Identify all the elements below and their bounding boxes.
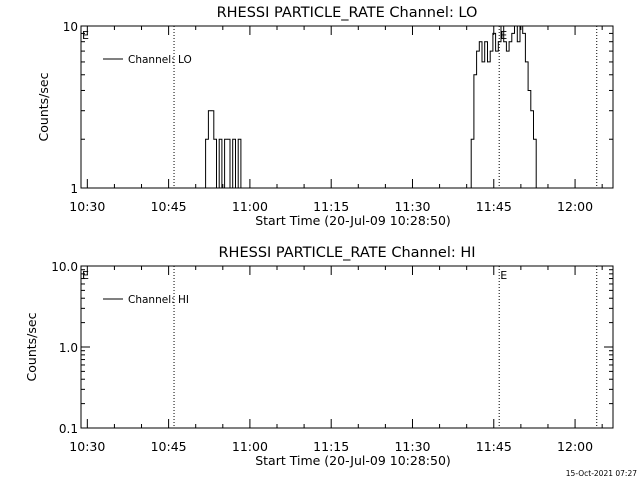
data-point xyxy=(527,90,529,91)
edge-marker-label: E xyxy=(82,269,89,282)
data-point xyxy=(511,33,513,34)
data-point xyxy=(221,187,223,189)
x-tick-label: 11:15 xyxy=(313,199,349,214)
data-point xyxy=(487,61,488,63)
data-point xyxy=(207,110,209,112)
data-point xyxy=(495,50,496,52)
x-tick-label: 11:30 xyxy=(394,439,430,454)
data-point xyxy=(489,50,491,52)
y-axis-label: Counts/sec xyxy=(36,72,51,141)
chart-title: RHESSI PARTICLE_RATE Channel: LO xyxy=(217,5,478,21)
x-tick-label: 11:45 xyxy=(476,199,512,214)
data-point xyxy=(524,61,526,63)
x-tick-label: 10:30 xyxy=(69,439,105,454)
x-tick-label: 11:30 xyxy=(394,199,430,214)
data-point xyxy=(481,61,483,63)
chart-panel-1: RHESSI PARTICLE_RATE Channel: LO Counts/s… xyxy=(36,5,614,228)
edge-marker-label: E xyxy=(82,29,89,42)
data-point xyxy=(226,138,228,140)
data-point xyxy=(530,110,532,112)
footer-timestamp: 15-Oct-2021 07:27 xyxy=(566,469,637,478)
x-axis-label: Start Time (20-Jul-09 10:28:50) xyxy=(255,453,451,468)
data-point xyxy=(224,138,226,140)
data-point xyxy=(500,25,502,27)
event-marker-label: E xyxy=(500,269,507,282)
data-point xyxy=(519,25,521,27)
data-point xyxy=(237,138,239,140)
data-point xyxy=(503,41,505,43)
x-tick-label: 11:45 xyxy=(476,439,512,454)
data-point xyxy=(492,33,494,34)
data-point xyxy=(476,50,478,52)
data-point xyxy=(522,33,524,34)
data-point xyxy=(508,41,510,43)
data-point xyxy=(470,138,472,140)
data-point xyxy=(202,187,204,189)
chart-title: RHESSI PARTICLE_RATE Channel: HI xyxy=(218,245,475,261)
x-tick-label: 11:00 xyxy=(232,439,268,454)
data-point xyxy=(213,138,215,140)
y-tick-label: 10.0 xyxy=(51,260,78,274)
legend-entry: Channel: HI xyxy=(128,294,189,306)
data-point xyxy=(235,187,236,189)
data-point xyxy=(468,187,469,189)
x-tick-label: 12:00 xyxy=(557,199,593,214)
y-tick-label: 1.0 xyxy=(59,341,78,355)
x-tick-label: 12:00 xyxy=(557,439,593,454)
data-point xyxy=(205,138,207,140)
data-point xyxy=(229,187,231,189)
data-point xyxy=(538,187,540,189)
data-point xyxy=(240,187,242,189)
data-point xyxy=(232,138,234,140)
data-point xyxy=(218,138,220,140)
y-tick-label: 0.1 xyxy=(59,422,78,436)
data-point xyxy=(516,41,518,43)
data-point xyxy=(216,187,217,189)
data-point xyxy=(473,74,475,76)
data-point xyxy=(506,50,507,52)
data-point xyxy=(514,25,515,27)
plot-frame xyxy=(80,25,614,189)
data-point xyxy=(484,41,486,43)
data-point xyxy=(497,41,499,43)
x-axis-label: Start Time (20-Jul-09 10:28:50) xyxy=(255,213,451,228)
data-point xyxy=(478,41,480,43)
y-axis-label: Counts/sec xyxy=(24,312,39,381)
x-tick-label: 10:45 xyxy=(151,199,187,214)
x-tick-label: 11:15 xyxy=(313,439,349,454)
data-point xyxy=(210,110,212,112)
y-tick-label: 1 xyxy=(70,182,78,196)
chart-panel-2: RHESSI PARTICLE_RATE Channel: HI Counts/s… xyxy=(24,245,614,468)
x-tick-label: 10:30 xyxy=(69,199,105,214)
y-tick-label: 10 xyxy=(63,20,78,34)
data-point xyxy=(535,187,537,189)
x-tick-label: 11:00 xyxy=(232,199,268,214)
data-point xyxy=(533,138,534,140)
legend-entry: Channel: LO xyxy=(128,54,192,66)
x-tick-label: 10:45 xyxy=(151,439,187,454)
